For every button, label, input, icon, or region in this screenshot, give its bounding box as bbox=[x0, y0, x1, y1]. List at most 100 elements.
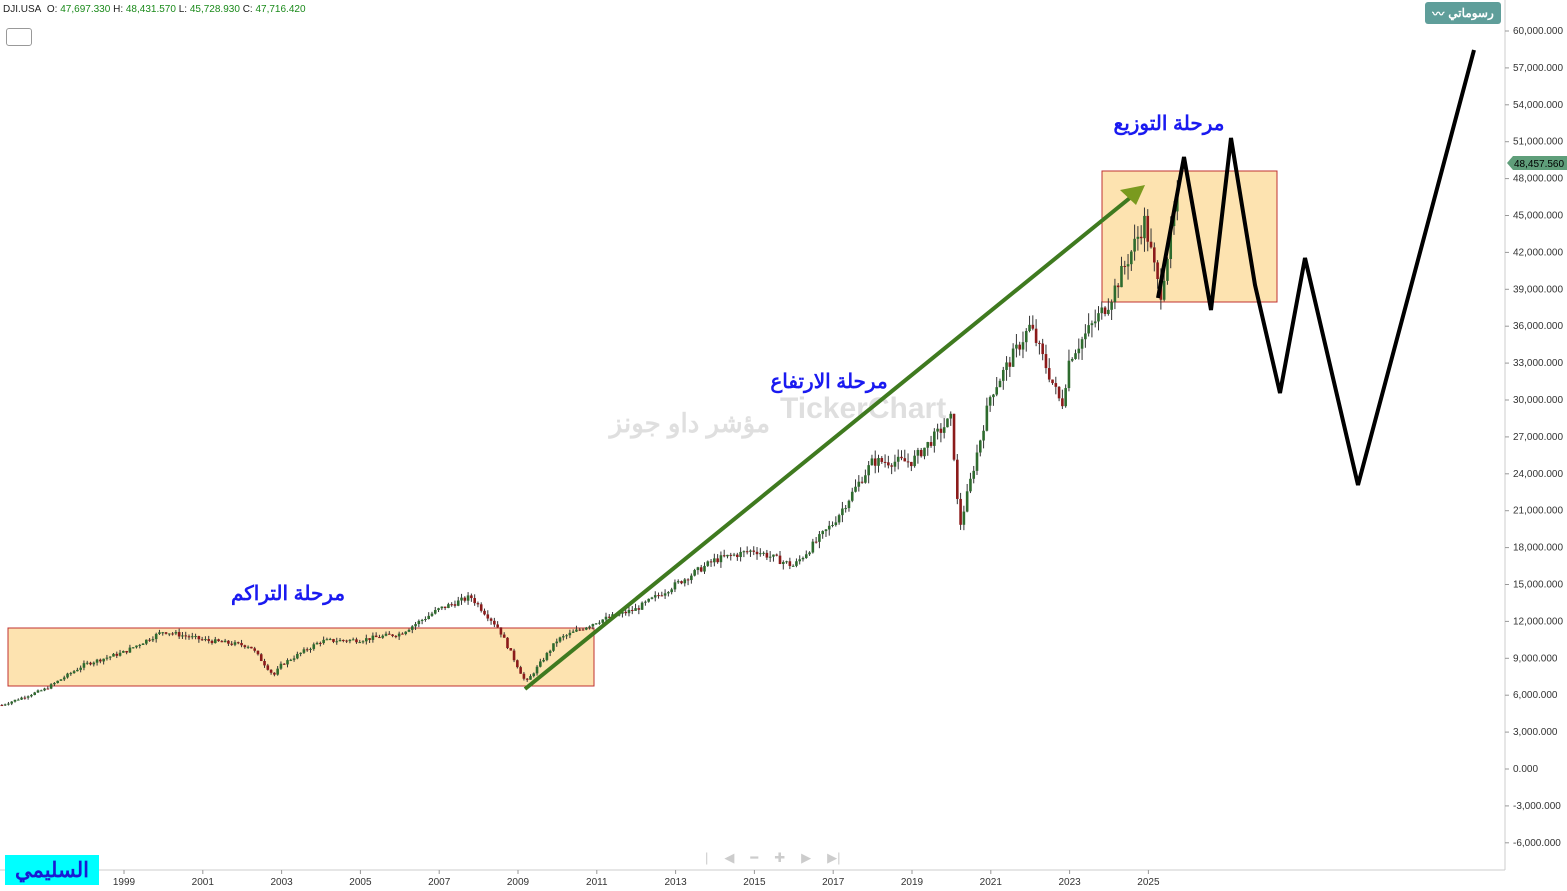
my-drawings-button[interactable]: 〰 رسوماتي bbox=[1425, 2, 1501, 24]
candle bbox=[634, 608, 637, 611]
first-icon[interactable]: | bbox=[705, 850, 709, 865]
candle bbox=[69, 673, 73, 675]
candle bbox=[299, 652, 302, 654]
candle bbox=[722, 555, 726, 557]
candle bbox=[16, 699, 20, 701]
candle bbox=[847, 500, 851, 509]
candle bbox=[0, 705, 4, 707]
my-drawings-label: رسوماتي bbox=[1448, 6, 1494, 20]
candle bbox=[138, 644, 142, 646]
candle bbox=[1139, 236, 1143, 239]
candle bbox=[1097, 313, 1100, 322]
last-icon[interactable]: ▶| bbox=[827, 850, 841, 865]
candle bbox=[236, 642, 240, 644]
candle bbox=[827, 525, 831, 530]
candle bbox=[154, 633, 158, 640]
candle bbox=[535, 666, 539, 674]
collapse-button[interactable] bbox=[6, 28, 32, 46]
y-tick-label: 51,000.000 bbox=[1513, 137, 1563, 148]
candle bbox=[250, 646, 253, 649]
candle bbox=[368, 638, 371, 640]
y-tick-label: 6,000.000 bbox=[1513, 690, 1558, 701]
candle bbox=[821, 531, 824, 535]
candle bbox=[227, 640, 230, 644]
candle bbox=[726, 554, 729, 557]
candle bbox=[525, 678, 529, 680]
zoom-in-icon[interactable]: ✚ bbox=[774, 850, 786, 865]
candle bbox=[391, 634, 394, 637]
candle bbox=[204, 639, 207, 641]
candle bbox=[1051, 379, 1054, 384]
candle bbox=[506, 637, 509, 649]
candle bbox=[99, 659, 102, 662]
candle bbox=[962, 511, 966, 525]
candle bbox=[56, 680, 59, 684]
candle bbox=[978, 440, 982, 453]
candle bbox=[502, 634, 506, 638]
candle bbox=[1162, 280, 1166, 300]
candle bbox=[703, 565, 706, 572]
ohlc-header: DJI.USA O: 47,697.330 H: 48,431.570 L: 4… bbox=[3, 4, 306, 15]
candle bbox=[1064, 388, 1067, 407]
candle bbox=[591, 624, 595, 627]
zoom-out-icon[interactable]: ━ bbox=[750, 850, 759, 865]
candle bbox=[328, 639, 332, 641]
candle bbox=[811, 541, 815, 553]
candle bbox=[781, 562, 785, 564]
next-icon[interactable]: ▶ bbox=[801, 850, 812, 865]
candle bbox=[453, 604, 457, 606]
candle bbox=[30, 694, 33, 697]
accumulation-box[interactable] bbox=[7, 627, 595, 687]
author-tag: السليمي bbox=[5, 855, 99, 885]
markup-arrow[interactable] bbox=[523, 191, 1138, 691]
y-tick-label: 57,000.000 bbox=[1513, 63, 1563, 74]
candle bbox=[401, 633, 404, 635]
candle bbox=[906, 461, 910, 463]
candle bbox=[837, 515, 841, 523]
candle bbox=[496, 624, 499, 628]
candle bbox=[358, 642, 362, 644]
candle bbox=[1041, 343, 1044, 355]
candle bbox=[607, 616, 611, 618]
candle bbox=[647, 598, 650, 602]
prev-icon[interactable]: ◀ bbox=[724, 850, 735, 865]
candle bbox=[168, 633, 171, 635]
candle bbox=[450, 604, 453, 606]
candle bbox=[568, 632, 572, 636]
candle bbox=[926, 442, 930, 448]
candle bbox=[118, 652, 122, 656]
candle bbox=[621, 611, 624, 614]
candle bbox=[778, 555, 782, 564]
candle bbox=[562, 636, 565, 638]
candle bbox=[739, 551, 742, 558]
candle bbox=[108, 656, 112, 658]
candle bbox=[36, 690, 40, 693]
candle bbox=[319, 642, 322, 644]
candle bbox=[273, 672, 276, 675]
y-tick-label: 42,000.000 bbox=[1513, 247, 1563, 258]
candle bbox=[246, 646, 250, 648]
zigzag-projection[interactable] bbox=[1156, 49, 1476, 486]
candle bbox=[184, 635, 188, 637]
candle bbox=[752, 550, 756, 552]
candle bbox=[112, 653, 115, 657]
candle bbox=[233, 642, 237, 645]
candle bbox=[630, 609, 634, 611]
candle bbox=[1113, 285, 1117, 303]
candle bbox=[177, 632, 181, 637]
candle bbox=[719, 555, 723, 563]
candle bbox=[893, 461, 897, 467]
candle bbox=[282, 663, 286, 665]
y-tick-label: 27,000.000 bbox=[1513, 432, 1563, 443]
candle bbox=[877, 458, 880, 466]
candle bbox=[269, 669, 273, 673]
candle bbox=[470, 595, 473, 599]
candle bbox=[578, 629, 582, 631]
candle bbox=[414, 624, 417, 627]
candle bbox=[473, 598, 476, 604]
candle bbox=[1116, 285, 1120, 288]
candle bbox=[456, 600, 460, 606]
candle bbox=[384, 633, 388, 636]
candle bbox=[174, 632, 178, 634]
